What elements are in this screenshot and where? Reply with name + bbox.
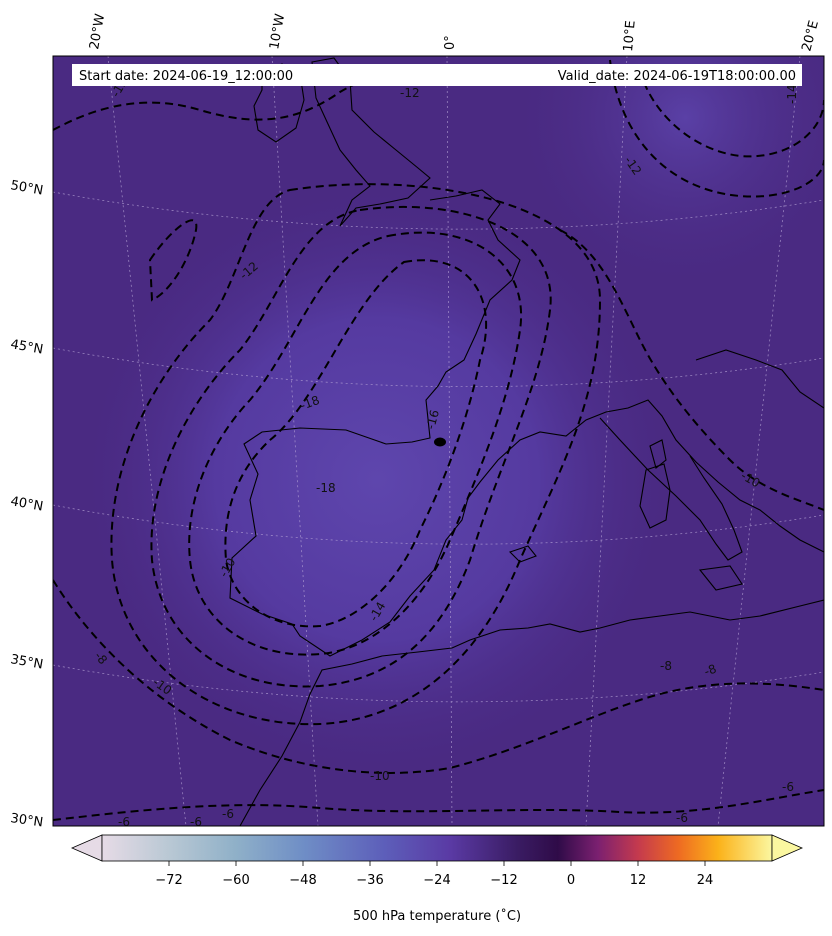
contour-label: -6	[676, 811, 688, 825]
gridline-lat-40n	[53, 504, 824, 545]
contour-minus-8	[53, 579, 824, 774]
longitude-labels: 20°W 10°W 0° 10°E 20°E	[87, 13, 822, 53]
contour-minus-16	[224, 259, 488, 628]
colorbar-ticks: −72 −60 −48 −36 −24 −12 0 12 24	[155, 861, 713, 888]
coast-balearics	[508, 545, 537, 563]
contour-label: -16	[423, 408, 442, 431]
contour-label: -18	[316, 481, 336, 495]
contour-label: -6	[118, 815, 130, 829]
colorbar-tick-label: −60	[222, 873, 249, 888]
lon-label-0: 0°	[443, 35, 458, 50]
lat-label-35n: 35°N	[9, 652, 44, 672]
colorbar-tick-label: −24	[423, 873, 450, 888]
coast-italy	[599, 417, 743, 561]
contour-label: -12	[400, 86, 420, 100]
contour-northeast-minus-12	[609, 59, 824, 198]
lon-label-20w: 20°W	[87, 13, 108, 51]
gridline-lon-10e	[585, 56, 628, 826]
gridline-lat-50n	[53, 191, 824, 230]
contour-label: -6	[190, 815, 202, 829]
lat-label-50n: 50°N	[9, 178, 44, 198]
colorbar-tick-label: −36	[356, 873, 383, 888]
contour-label: -8	[702, 662, 718, 679]
colorbar-extend-high	[771, 834, 804, 862]
contour-west-minus-12-loop	[148, 219, 198, 302]
latitude-labels: 50°N 45°N 40°N 35°N 30°N	[9, 178, 44, 830]
start-date-label: Start date: 2024-06-19_12:00:00	[79, 69, 293, 84]
colorbar-tick-label: 24	[697, 873, 714, 888]
colorbar-title: 500 hPa temperature (˚C)	[353, 908, 521, 924]
graticule	[53, 56, 824, 826]
station-marker	[434, 437, 446, 447]
colorbar-gradient	[101, 834, 773, 862]
coast-adriatic-balkans	[695, 349, 824, 409]
lat-label-45n: 45°N	[9, 337, 44, 357]
colorbar-tick-label: −72	[155, 873, 182, 888]
contour-label: -8	[660, 659, 672, 673]
colorbar-tick-label: 0	[567, 873, 575, 888]
lon-label-10w: 10°W	[267, 13, 288, 51]
contour-label: -6	[782, 780, 794, 794]
gridline-lon-10w	[271, 56, 319, 826]
gridline-lon-20e	[717, 56, 801, 826]
contour-label: -14	[785, 84, 799, 104]
coast-sardinia	[639, 463, 671, 529]
colorbar-tick-label: −48	[289, 873, 316, 888]
coast-great-britain	[311, 57, 431, 227]
contour-label: -10	[370, 769, 390, 783]
lon-label-10e: 10°E	[621, 20, 639, 52]
lat-label-30n: 30°N	[9, 811, 44, 830]
lon-label-20e: 20°E	[799, 19, 822, 53]
lat-label-40n: 40°N	[9, 494, 44, 514]
colorbar-tick-label: 12	[630, 873, 647, 888]
contour-minus-12	[150, 206, 552, 688]
gridline-lon-20w	[107, 56, 187, 826]
valid-date-label: Valid_date: 2024-06-19T18:00:00.00	[558, 69, 796, 84]
contour-label: -18	[298, 393, 321, 413]
temperature-contours	[53, 59, 824, 821]
coast-corsica	[649, 439, 667, 469]
gridline-lon-0	[446, 56, 453, 826]
contour-label: -6	[222, 807, 234, 821]
contour-minus-6	[53, 789, 824, 821]
colorbar-extend-low	[70, 834, 103, 862]
gridline-lat-35n	[53, 664, 824, 703]
colorbar-tick-label: −12	[490, 873, 517, 888]
contour-minus-14	[188, 231, 523, 656]
date-header-box	[72, 64, 802, 86]
coast-north-africa	[239, 599, 824, 826]
contour-northeast-minus-14	[639, 69, 824, 158]
contour-east-minus-8	[559, 229, 824, 511]
contour-minus-10	[110, 183, 602, 726]
gridline-lat-45n	[53, 347, 824, 388]
colorbar: −72 −60 −48 −36 −24 −12 0 12 24 500 hPa temperat…	[70, 834, 804, 924]
map-panel[interactable]: -12 -12 -12 -14 -12 -16 -18 -18 -14 -10 …	[53, 56, 824, 829]
map-frame	[52, 55, 825, 827]
coast-sicily	[698, 565, 743, 591]
